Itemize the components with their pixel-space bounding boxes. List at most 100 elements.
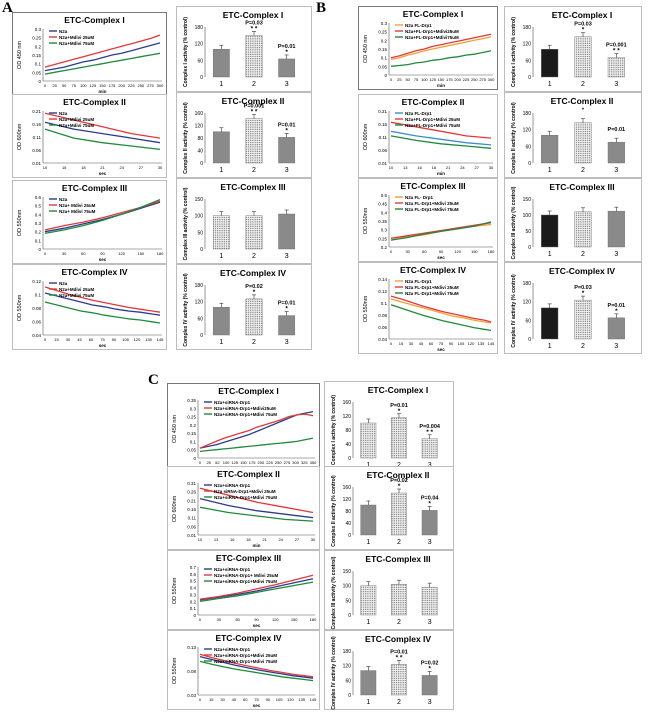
bar-1 <box>212 49 230 78</box>
y-tick-label: 120 <box>343 414 352 420</box>
chart-svg: ETC-Complex III OD 550nm 0.2 0.25 0.3 0.35 0.4… <box>363 181 495 260</box>
chart-title: ETC-Complex II <box>402 97 465 107</box>
y-tick-label: 0.3 <box>190 406 197 411</box>
x-tick-label: 21 <box>262 537 267 542</box>
chart-title: ETC-Complex IV <box>61 267 127 277</box>
x-tick-label: 2 <box>397 619 401 626</box>
significance-star: * * <box>613 48 620 55</box>
y-tick-label: 0 <box>348 533 351 539</box>
y-tick-label: 0.35 <box>378 219 387 224</box>
x-axis-label: sec <box>99 257 107 262</box>
x-tick-label: 300 <box>292 460 299 465</box>
bar-3 <box>607 210 625 248</box>
x-tick-label: 105 <box>458 341 465 346</box>
p-value-label: P=0.001 <box>606 43 627 49</box>
y-tick-label: 120 <box>343 497 352 503</box>
legend-label: N2a <box>59 197 68 202</box>
x-axis-label: sec <box>253 623 261 628</box>
c-line-ii-chart: ETC-Complex II OD 600nm 0.01 0.06 0.11 0.16 0.… <box>167 466 320 550</box>
c-line-iii-chart: ETC-Complex III OD 550nm 0 0.1 0.2 0.3 0.4 0.5 0… <box>167 550 320 630</box>
x-tick-label: 3 <box>285 81 289 88</box>
chart-title: ETC-Complex II <box>367 470 430 480</box>
x-tick-label: 120 <box>468 341 475 346</box>
series-line-1 <box>390 130 492 146</box>
x-tick-label: 75 <box>100 337 105 342</box>
p-value-label: P=0.01 <box>278 44 296 50</box>
y-axis-label: OD 600nm <box>363 123 369 150</box>
y-tick-label: 160 <box>343 485 352 491</box>
p-value-label: P=0.04 <box>421 495 440 501</box>
x-tick-label: 0 <box>44 337 47 342</box>
x-tick-label: 24 <box>119 165 124 170</box>
legend-label: N2a+FL-Drp1+Mdivi75uM <box>405 35 459 40</box>
p-value-label: P=0.02 <box>390 478 408 484</box>
x-tick-label: 105 <box>276 697 283 702</box>
x-tick-label: 105 <box>122 337 129 342</box>
y-tick-label: 60 <box>525 318 531 324</box>
x-tick-label: 1 <box>219 253 223 260</box>
significance-star: * <box>398 408 401 415</box>
chart-svg: ETC-Complex I OD 450 nm 0 0.05 0.1 0.15 0.2 0.2… <box>172 386 317 471</box>
x-tick-label: 2 <box>397 699 401 706</box>
series-line-1 <box>199 497 314 519</box>
y-tick-label: 120 <box>195 42 204 48</box>
y-tick-label: 0.06 <box>187 524 196 529</box>
x-tick-label: 13 <box>214 537 219 542</box>
significance-star: * <box>285 49 288 56</box>
bar-3 <box>607 317 625 340</box>
x-tick-label: 90 <box>439 249 444 254</box>
x-tick-label: 150 <box>137 251 144 256</box>
b-line-iii-chart: ETC-Complex III OD 550nm 0.2 0.25 0.3 0.35 0.4… <box>358 178 498 262</box>
y-tick-label: 0.08 <box>378 313 387 318</box>
x-tick-label: 2 <box>581 251 585 258</box>
bar-2 <box>245 215 263 250</box>
x-tick-label: 1 <box>219 339 223 346</box>
y-axis-label: Complex II activity (% control) <box>183 102 189 174</box>
y-tick-label: 0.5 <box>381 193 388 198</box>
chart-svg: ETC-Complex II Complex II activity (% con… <box>511 96 626 174</box>
series-line-3 <box>199 660 314 682</box>
series-line-1 <box>44 42 161 72</box>
x-tick-label: 24 <box>460 165 465 170</box>
p-value-label: P=0.004 <box>419 424 441 430</box>
x-tick-label: 50 <box>405 77 410 82</box>
x-tick-label: 120 <box>134 337 141 342</box>
c-line-i-chart: ETC-Complex I OD 450 nm 0 0.05 0.1 0.15 0.2 0.2… <box>167 383 320 473</box>
legend-label: N2a+FL-Drp1+Mdivi25uM <box>405 29 459 34</box>
series-line-1 <box>44 201 161 233</box>
x-tick-label: 1 <box>366 619 370 626</box>
series-line-1 <box>199 578 314 601</box>
b-line-ii-chart: ETC-Complex II OD 600nm 0.01 0.06 0.11 0.16 0.… <box>358 94 498 178</box>
series-line-3 <box>390 304 492 332</box>
chart-title: ETC-Complex III <box>365 554 430 564</box>
legend-label: N2a FL-Drp1 <box>405 23 432 28</box>
x-tick-label: 25 <box>397 77 402 82</box>
legend-label: N2a+siRNA-Drp1+ Mdivi 25uM <box>214 573 279 578</box>
y-tick-label: 0.04 <box>378 337 387 342</box>
bar-2 <box>574 36 592 78</box>
p-value-label: P=0.01 <box>608 127 626 133</box>
x-tick-label: 30 <box>409 341 414 346</box>
y-tick-label: 50 <box>197 230 203 236</box>
y-tick-label: 40 <box>197 149 203 155</box>
x-tick-label: 2 <box>252 81 256 88</box>
x-tick-label: 2 <box>252 339 256 346</box>
y-tick-label: 0.05 <box>32 70 41 75</box>
bar-3 <box>278 137 296 164</box>
x-tick-label: 150 <box>291 617 298 622</box>
x-tick-label: 0 <box>199 617 202 622</box>
x-tick-label: 3 <box>285 253 289 260</box>
y-tick-label: 0.35 <box>187 398 196 403</box>
c-bar-iv-chart: ETC-Complex IV Complex IV activity (% con… <box>324 630 454 710</box>
y-tick-label: 0.11 <box>188 516 197 521</box>
chart-title: ETC-Complex III <box>549 182 614 192</box>
chart-title: ETC-Complex III <box>62 183 127 193</box>
y-axis-label: Complex IV activity (% control) <box>183 273 189 347</box>
chart-title: ETC-Complex IV <box>220 268 286 278</box>
x-tick-label: 150 <box>240 460 247 465</box>
chart-title: ETC-Complex I <box>552 10 612 20</box>
panel-label-c: C <box>148 372 159 388</box>
x-tick-label: 60 <box>89 337 94 342</box>
chart-title: ETC-Complex I <box>403 9 463 19</box>
b-line-iv-chart: ETC-Complex IV OD 550nm 0.04 0.06 0.08 0.1 0.1… <box>358 262 498 354</box>
